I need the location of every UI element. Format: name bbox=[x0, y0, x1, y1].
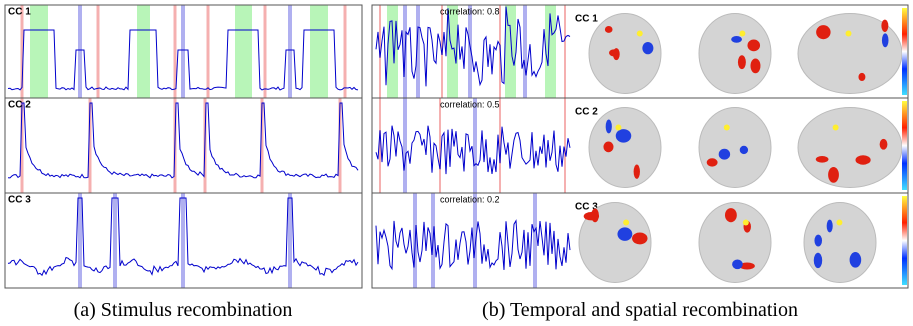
figure: (a) Stimulus recombination (b) Temporal … bbox=[0, 0, 913, 326]
activation-blob bbox=[731, 36, 742, 43]
colorbar bbox=[902, 196, 907, 285]
activation-blob bbox=[725, 208, 737, 222]
activation-peak bbox=[623, 220, 629, 226]
activation-blob bbox=[740, 146, 748, 154]
activation-blob bbox=[616, 129, 632, 143]
activation-peak bbox=[739, 31, 745, 37]
stimulus-band bbox=[387, 5, 398, 98]
activation-blob bbox=[850, 252, 862, 268]
stimulus-line bbox=[113, 193, 117, 288]
activation-blob bbox=[827, 220, 833, 233]
activation-peak bbox=[833, 125, 839, 131]
brain-slice bbox=[589, 108, 661, 188]
stimulus-line bbox=[181, 5, 185, 98]
row-label: CC 2 bbox=[8, 99, 31, 110]
row-label: CC 1 bbox=[575, 13, 598, 24]
row-frame bbox=[5, 98, 362, 193]
activation-blob bbox=[816, 25, 830, 39]
stimulus-line bbox=[344, 5, 347, 98]
row-label: CC 2 bbox=[575, 106, 598, 117]
activation-blob bbox=[719, 151, 726, 157]
stimulus-line bbox=[564, 98, 566, 193]
row-label: CC 3 bbox=[8, 194, 31, 205]
activation-blob bbox=[881, 20, 888, 32]
brain-slice bbox=[699, 14, 771, 94]
activation-blob bbox=[828, 167, 839, 183]
activation-blob bbox=[816, 156, 829, 163]
stimulus-line bbox=[264, 5, 267, 98]
correlation-label: correlation: 0.5 bbox=[440, 99, 500, 109]
correlation-label: correlation: 0.2 bbox=[440, 194, 500, 204]
stimulus-line bbox=[207, 5, 210, 98]
stimulus-line bbox=[473, 98, 477, 193]
activation-peak bbox=[724, 125, 730, 131]
activation-blob bbox=[605, 26, 613, 33]
activation-peak bbox=[846, 31, 852, 37]
signal-line bbox=[8, 103, 358, 178]
activation-peak bbox=[743, 220, 749, 226]
correlation-label: correlation: 0.8 bbox=[440, 6, 500, 16]
activation-blob bbox=[814, 253, 822, 268]
stimulus-band bbox=[235, 5, 252, 98]
page: (a) Stimulus recombination (b) Temporal … bbox=[0, 0, 913, 326]
stimulus-band bbox=[137, 5, 150, 98]
activation-blob bbox=[634, 165, 640, 179]
activation-blob bbox=[856, 155, 871, 164]
stimulus-line bbox=[533, 193, 537, 288]
activation-peak bbox=[637, 31, 643, 37]
activation-blob bbox=[642, 42, 653, 54]
activation-blob bbox=[750, 59, 760, 74]
activation-blob bbox=[632, 233, 648, 245]
stimulus-line bbox=[403, 98, 407, 193]
stimulus-line bbox=[181, 193, 185, 288]
activation-blob bbox=[738, 55, 746, 69]
stimulus-line bbox=[288, 193, 292, 288]
caption-b: (b) Temporal and spatial recombination bbox=[482, 299, 798, 321]
activation-blob bbox=[858, 73, 865, 81]
stimulus-line bbox=[564, 5, 566, 98]
activation-blob bbox=[732, 259, 743, 269]
activation-peak bbox=[836, 220, 842, 226]
stimulus-line bbox=[78, 5, 82, 98]
brain-slice bbox=[699, 108, 771, 188]
activation-peak bbox=[615, 125, 621, 131]
stimulus-band bbox=[310, 5, 328, 98]
colorbar bbox=[902, 8, 907, 95]
activation-blob bbox=[882, 33, 889, 47]
activation-blob bbox=[606, 120, 612, 134]
row-label: CC 1 bbox=[8, 6, 31, 17]
stimulus-line bbox=[523, 5, 527, 98]
activation-blob bbox=[707, 158, 718, 166]
stimulus-line bbox=[439, 98, 441, 193]
activation-blob bbox=[591, 209, 599, 223]
activation-blob bbox=[603, 142, 613, 153]
caption-a: (a) Stimulus recombination bbox=[74, 299, 293, 321]
stimulus-line bbox=[473, 193, 477, 288]
colorbar bbox=[902, 101, 907, 190]
stimulus-band bbox=[30, 5, 48, 98]
activation-blob bbox=[880, 139, 888, 150]
stimulus-line bbox=[97, 5, 100, 98]
stimulus-line bbox=[78, 193, 82, 288]
activation-blob bbox=[814, 235, 822, 247]
stimulus-line bbox=[288, 5, 292, 98]
activation-blob bbox=[617, 227, 632, 240]
stimulus-band bbox=[505, 5, 516, 98]
activation-blob bbox=[747, 39, 760, 51]
activation-blob bbox=[613, 48, 620, 60]
